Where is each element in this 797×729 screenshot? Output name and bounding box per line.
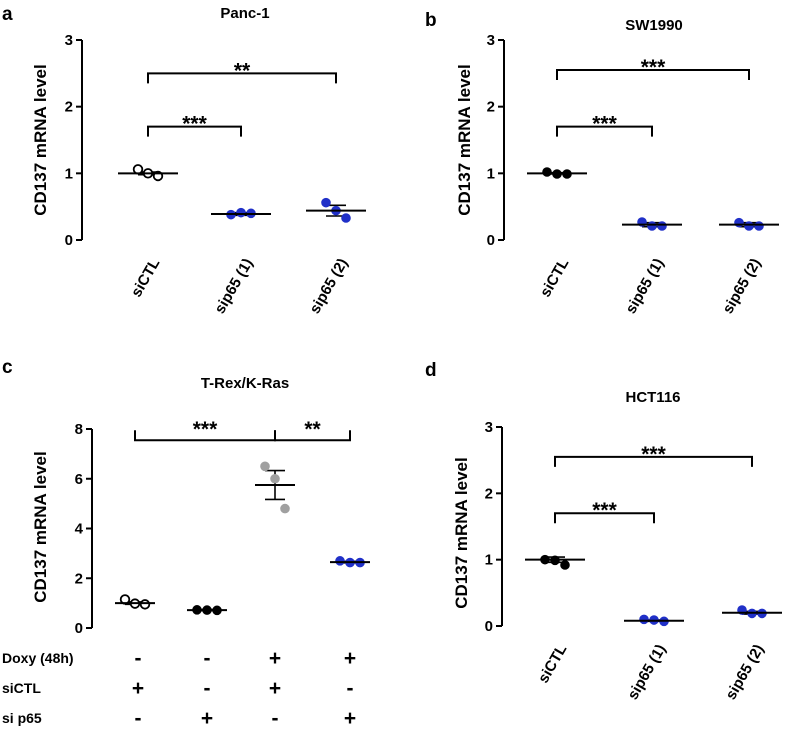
panel-a-category-label: sip65 (2) [306,255,351,316]
panel-d-category-label: sip65 (1) [624,641,669,702]
panel-c-condition-symbol: - [204,647,211,670]
panel-a-letter: a [2,4,13,25]
panel-d-y-tick-label: 2 [485,485,493,502]
panel-c-data-point [270,473,280,484]
panel-c-condition-symbol: + [201,707,213,729]
panel-c-data-point [280,503,290,514]
panel-d-significance-label: *** [592,499,617,522]
panel-b-category-label: siCTL [537,256,573,301]
panel-c-significance-label: ** [304,418,321,441]
panel-d-y-tick-label: 0 [485,618,493,635]
panel-b-plot: 0 1 2 3 siCTL sip65 (1) sip65 (2) *** *** [487,32,779,317]
panel-b-y-tick-label: 0 [487,232,495,249]
panel-a-significance-bracket [147,72,337,84]
panel-c-data-point [335,556,345,566]
panel-d-y-axis-label: CD137 mRNA level [452,457,471,609]
panel-b-letter: b [425,10,437,31]
panel-a-y-tick-label: 3 [65,32,73,49]
panel-c-condition-symbol: + [269,647,281,670]
panel-a-significance-label: ** [234,59,251,82]
panel-c-y-tick-label: 4 [75,521,84,538]
panel-b-y-tick-label: 1 [487,165,495,182]
panel-c-condition-symbol: - [204,677,211,700]
panel-a-y-tick-label: 1 [65,165,73,182]
panel-a-significance-label: *** [182,113,207,136]
panel-a-data-point [321,197,331,208]
panel-c-condition-symbol: + [344,647,356,670]
panel-b-data-point [744,221,754,231]
panel-c-y-tick-label: 0 [75,620,83,637]
panel-b-data-point [754,221,764,231]
panel-a-data-point [341,213,351,223]
panel-d-significance-label: *** [641,443,666,466]
panel-c-condition-symbol: - [347,677,354,700]
panel-b-y-tick-label: 3 [487,32,495,49]
panel-c-condition-symbol: - [135,707,142,729]
panel-b-category-label: sip65 (1) [622,255,667,316]
panel-a-category-label: siCTL [128,256,164,301]
panel-d-y-tick-label: 1 [485,552,493,569]
panel-c-title: T-Rex/K-Ras [201,375,289,392]
panel-b: b SW1990 CD137 mRNA level 0 1 2 3 siCTL sip65… [425,10,779,317]
panel-c-significance-label: *** [193,418,218,441]
panel-a-data-point [236,207,246,218]
panel-a-title: Panc-1 [220,5,269,22]
panel-c-condition-row-label: Doxy (48h) [2,650,74,666]
panel-d-significance-bracket [554,455,753,467]
panel-a-y-tick-label: 0 [65,232,73,249]
panel-b-significance-bracket [556,69,750,80]
panel-c-condition-symbol: + [132,677,144,700]
panel-a: a Panc-1 CD137 mRNA level 0 1 2 3 siCTL sip65… [2,4,366,317]
panel-c-condition-symbol: - [135,647,142,670]
panel-c-condition-row-label: si p65 [2,710,42,726]
panel-a-y-axis-label: CD137 mRNA level [31,64,50,216]
panel-b-significance-label: *** [641,56,666,79]
panel-a-y-tick-label: 2 [65,99,73,116]
panel-c-significance-bracket [274,430,351,442]
panel-b-significance-label: *** [592,113,617,136]
panel-c-y-tick-label: 2 [75,570,83,587]
panel-d-title: HCT116 [625,389,680,406]
panel-c-condition-symbol: + [269,677,281,700]
panel-d-letter: d [425,360,437,381]
panel-a-category-label: sip65 (1) [211,255,256,316]
panel-b-data-point [657,221,667,231]
panel-d-significance-bracket [554,512,655,524]
panel-c-condition-symbol: + [344,707,356,729]
panel-d-y-tick-label: 3 [485,419,493,436]
panel-d-data-point [639,614,649,625]
panel-d-category-label: sip65 (2) [722,641,767,702]
panel-d-category-label: siCTL [535,642,571,687]
panel-b-data-point [734,217,744,228]
panel-b-y-axis-label: CD137 mRNA level [455,64,474,216]
panel-b-significance-bracket [556,125,653,137]
panel-b-title: SW1990 [625,17,683,34]
panel-c-data-point [260,461,270,472]
panel-d: d HCT116 CD137 mRNA level 0 1 2 3 siCTL sip65… [425,360,782,703]
panel-c-y-tick-label: 6 [75,471,83,488]
panel-c-condition-row-label: siCTL [2,680,41,696]
panel-c-y-tick-label: 8 [75,421,83,438]
panel-a-significance-bracket [147,125,242,137]
panel-b-category-label: sip65 (2) [719,255,764,316]
panel-c-condition-symbol: - [272,707,279,729]
panel-c-letter: c [2,357,13,378]
panel-c-y-axis-label: CD137 mRNA level [31,451,50,603]
panel-b-y-tick-label: 2 [487,99,495,116]
panel-c-data-point [139,599,151,610]
panel-d-data-point [560,560,570,570]
panel-d-plot: 0 1 2 3 siCTL sip65 (1) sip65 (2) *** *** [485,419,782,703]
panel-b-data-point [542,167,552,177]
panel-b-data-point [647,221,657,231]
